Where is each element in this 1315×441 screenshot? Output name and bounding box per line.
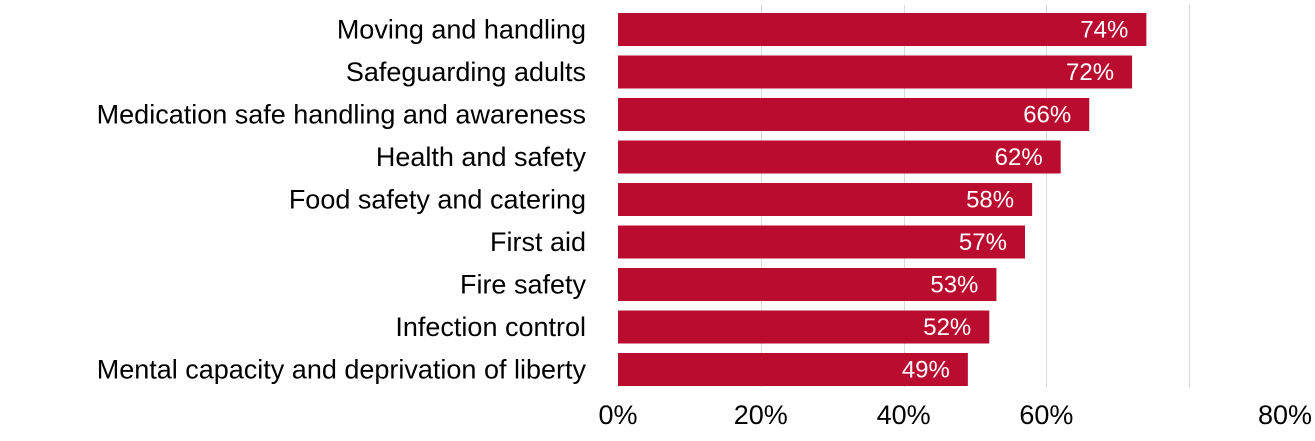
data-labels: 74% 72% 66% 62% 58% 57% 53% 52% 49%	[902, 17, 1129, 384]
category-label: Safeguarding adults	[346, 57, 586, 87]
data-label: 57%	[959, 229, 1007, 256]
category-label: First aid	[490, 227, 586, 257]
data-label: 52%	[923, 314, 971, 341]
x-tick-label: 0%	[598, 400, 637, 430]
bar	[618, 310, 990, 344]
bar	[618, 225, 1025, 259]
data-label: 66%	[1023, 102, 1071, 129]
bar	[618, 13, 1147, 46]
category-label: Fire safety	[460, 270, 587, 300]
data-label: 58%	[966, 187, 1014, 214]
bars	[618, 13, 1147, 386]
data-label: 62%	[995, 144, 1043, 171]
data-label: 72%	[1066, 59, 1114, 86]
bar	[618, 98, 1090, 131]
bar	[618, 55, 1133, 89]
x-tick-label: 60%	[1019, 400, 1073, 430]
bar	[618, 183, 1033, 216]
x-tick-label: 20%	[734, 400, 788, 430]
category-label: Food safety and catering	[289, 185, 586, 215]
x-tick-label: 40%	[877, 400, 931, 430]
x-axis-tick-labels: 0% 20% 40% 60% 80%	[598, 400, 1312, 430]
bar	[618, 140, 1061, 174]
bar	[618, 353, 968, 386]
data-label: 74%	[1080, 17, 1128, 44]
category-label: Moving and handling	[337, 15, 586, 45]
category-label: Mental capacity and deprivation of liber…	[97, 355, 587, 385]
category-label: Medication safe handling and awareness	[97, 100, 586, 130]
category-label: Health and safety	[376, 142, 587, 172]
category-label: Infection control	[395, 312, 586, 342]
data-label: 49%	[902, 357, 950, 384]
category-labels: Moving and handling Safeguarding adults Me…	[97, 15, 587, 385]
data-label: 53%	[930, 272, 978, 299]
bar	[618, 268, 997, 301]
x-tick-label: 80%	[1258, 400, 1312, 430]
